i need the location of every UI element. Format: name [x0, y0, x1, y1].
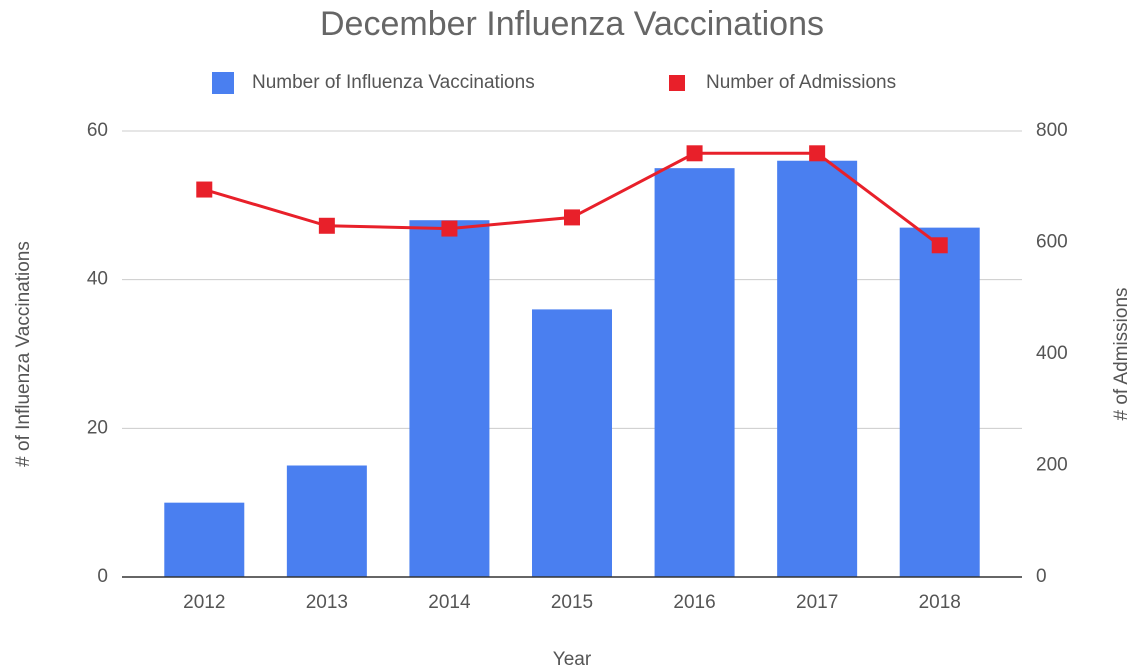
bar: [409, 220, 490, 577]
x-tick-label: 2013: [306, 592, 348, 613]
legend-swatch: [669, 75, 685, 91]
y-axis-title: # of Influenza Vaccinations: [13, 241, 34, 467]
x-tick-label: 2015: [551, 592, 593, 613]
bar: [654, 168, 735, 577]
point: [809, 145, 826, 162]
y2-tick-label: 200: [1036, 455, 1068, 476]
point: [196, 181, 213, 198]
x-axis-title: Year: [553, 649, 592, 670]
x-tick-label: 2014: [428, 592, 471, 613]
point: [318, 217, 335, 234]
x-tick-label: 2018: [919, 592, 961, 613]
legend-label: Number of Influenza Vaccinations: [252, 72, 535, 93]
x-tick-label: 2017: [796, 592, 838, 613]
y2-tick-label: 400: [1036, 343, 1068, 364]
point: [564, 209, 580, 226]
y-tick-label: 60: [87, 120, 108, 141]
y2-axis-title: # of Admissions: [1111, 287, 1132, 420]
chart-title: December Influenza Vaccinations: [320, 5, 824, 43]
y2-tick-label: 600: [1036, 232, 1068, 253]
y-tick-label: 20: [87, 417, 108, 438]
point: [931, 237, 948, 254]
bar: [777, 160, 858, 577]
bar: [286, 465, 367, 577]
y-tick-label: 40: [87, 269, 108, 290]
bar: [899, 227, 980, 577]
legend-label: Number of Admissions: [706, 72, 896, 93]
y2-tick-label: 800: [1036, 120, 1068, 141]
x-tick-label: 2012: [183, 592, 225, 613]
x-tick-label: 2016: [673, 592, 715, 613]
y2-tick-label: 0: [1036, 566, 1047, 587]
bar: [532, 309, 612, 577]
bar: [164, 502, 245, 577]
legend-swatch: [212, 72, 234, 94]
y-tick-label: 0: [97, 566, 108, 587]
point: [441, 220, 458, 237]
point: [686, 145, 703, 162]
